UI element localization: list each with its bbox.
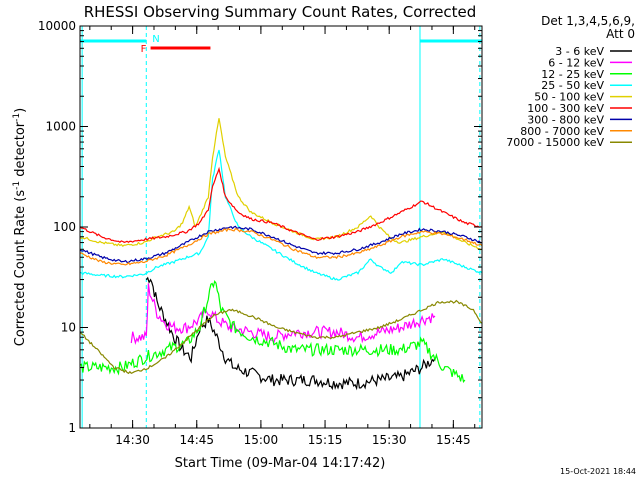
legend-label-6: 300 - 800 keV	[527, 113, 604, 126]
y-axis-label: Corrected Count Rate (s-1 detector-1)	[12, 108, 28, 346]
legend-label-8: 7000 - 15000 keV	[506, 136, 604, 149]
legend-label-3: 25 - 50 keV	[541, 79, 604, 92]
legend-label-7: 800 - 7000 keV	[520, 125, 604, 138]
legend-label-5: 100 - 300 keV	[527, 102, 604, 115]
series-line-2	[80, 280, 466, 384]
x-tick-label: 15:30	[372, 433, 407, 447]
x-tick-label: 15:45	[436, 433, 471, 447]
legend-label-2: 12 - 25 keV	[541, 68, 604, 81]
x-tick-label: 14:30	[115, 433, 150, 447]
y-tick-label: 10000	[38, 19, 76, 33]
x-axis-label: Start Time (09-Mar-04 14:17:42)	[175, 456, 386, 471]
x-tick-label: 14:45	[179, 433, 214, 447]
flare-flag-label: F	[141, 44, 147, 55]
series-line-5	[80, 166, 482, 244]
y-tick-label: 1	[68, 421, 76, 435]
series-layer	[80, 118, 482, 391]
y-tick-label: 10	[61, 321, 76, 335]
series-line-8	[80, 299, 482, 375]
series-line-7	[80, 227, 482, 266]
series-line-1	[130, 283, 436, 345]
chart-title: RHESSI Observing Summary Count Rates, Co…	[84, 3, 477, 21]
series-line-0	[145, 276, 436, 391]
series-line-3	[80, 149, 482, 281]
x-axis: 14:30 14:45 15:00 15:15 15:30 15:45	[89, 26, 476, 447]
flag-layer: NF	[80, 26, 482, 428]
legend-header-2: Att 0	[606, 27, 635, 41]
footer-date: 15-Oct-2021 18:44	[560, 467, 636, 476]
y-tick-label: 100	[53, 220, 76, 234]
legend-label-0: 3 - 6 keV	[555, 45, 604, 58]
y-tick-label: 1000	[45, 120, 76, 134]
legend-label-1: 6 - 12 keV	[548, 56, 604, 69]
legend-label-4: 50 - 100 keV	[534, 91, 604, 104]
x-tick-label: 15:15	[308, 433, 343, 447]
night-flag-label: N	[152, 34, 159, 45]
x-tick-label: 15:00	[244, 433, 279, 447]
legend-header-1: Det 1,3,4,5,6,9,	[541, 14, 635, 28]
series-line-6	[80, 225, 482, 264]
y-axis: 1 10 100 1000 10000	[38, 19, 482, 435]
